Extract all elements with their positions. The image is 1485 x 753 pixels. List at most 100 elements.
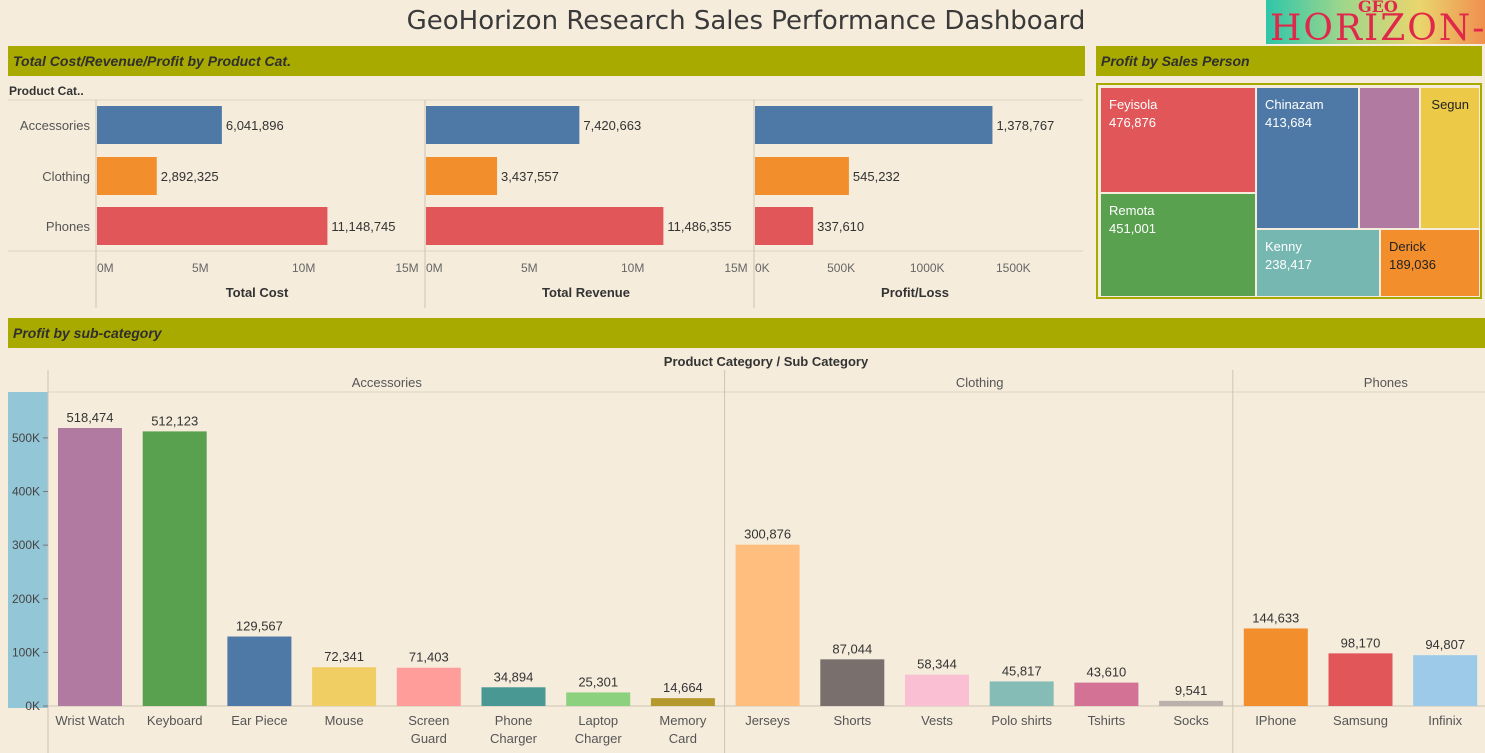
salesperson-panel-header: Profit by Sales Person <box>1096 46 1482 76</box>
bar-memory-card[interactable] <box>650 698 715 706</box>
x-label-memory-card: Memory <box>659 713 706 728</box>
tick-total-cost-15m: 15M <box>395 261 418 275</box>
subcategory-chart-title: Product Category / Sub Category <box>664 354 869 369</box>
treemap-cell-derick[interactable]: Derick 189,036 <box>1380 229 1480 297</box>
treemap-cell-chinazam[interactable]: Chinazam 413,684 <box>1256 87 1359 229</box>
bar-keyboard[interactable] <box>142 431 207 706</box>
category-panel-header: Total Cost/Revenue/Profit by Product Cat… <box>8 46 1085 76</box>
treemap-cell-remota[interactable]: Remota 451,001 <box>1100 193 1256 297</box>
bar-samsung[interactable] <box>1328 653 1393 706</box>
bar-total-revenue-accessories[interactable] <box>426 106 580 144</box>
geohorizon-logo: GEO HORIZON-R <box>1266 0 1485 44</box>
bar-wrist-watch[interactable] <box>58 427 122 706</box>
bar-laptop-charger[interactable] <box>566 692 631 706</box>
bar-value-phone-charger: 34,894 <box>494 669 534 684</box>
bar-label-total-cost-clothing: 2,892,325 <box>161 169 219 184</box>
axis-title-total-cost: Total Cost <box>226 285 289 300</box>
group-label-clothing: Clothing <box>956 375 1004 390</box>
dashboard-title: GeoHorizon Research Sales Performance Da… <box>406 6 1086 36</box>
axis-title-total-revenue: Total Revenue <box>542 285 630 300</box>
tick-total-cost-5m: 5M <box>192 261 209 275</box>
bar-value-tshirts: 43,610 <box>1087 665 1127 680</box>
category-row-label-phones: Phones <box>46 219 91 234</box>
bar-phone-charger[interactable] <box>481 687 546 706</box>
treemap-value-derick: 189,036 <box>1389 257 1436 272</box>
bar-mouse[interactable] <box>312 667 377 706</box>
bar-infinix[interactable] <box>1413 655 1478 706</box>
y-tick-500k: 500K <box>12 431 40 445</box>
category-panel-title: Total Cost/Revenue/Profit by Product Cat… <box>13 53 291 69</box>
bar-ear-piece[interactable] <box>227 636 292 706</box>
treemap-cell-feyisola[interactable]: Feyisola 476,876 <box>1100 87 1256 193</box>
treemap-value-chinazam: 413,684 <box>1265 115 1312 130</box>
bar-total-cost-accessories[interactable] <box>97 106 222 144</box>
bar-value-mouse: 72,341 <box>324 649 364 664</box>
bar-label-total-revenue-clothing: 3,437,557 <box>501 169 559 184</box>
bar-label-total-revenue-accessories: 7,420,663 <box>583 118 641 133</box>
x-label-keyboard: Keyboard <box>147 713 203 728</box>
bar-value-jerseys: 300,876 <box>744 527 791 542</box>
bar-profit-loss-phones[interactable] <box>755 207 814 245</box>
x-label-ear-piece: Ear Piece <box>231 713 287 728</box>
group-label-phones: Phones <box>1364 375 1409 390</box>
bar-value-polo-shirts: 45,817 <box>1002 663 1042 678</box>
x-label-tshirts: Tshirts <box>1088 713 1126 728</box>
bar-jerseys[interactable] <box>735 544 800 706</box>
bar-label-profit-loss-accessories: 1,378,767 <box>996 118 1054 133</box>
x-label-laptop-charger: Laptop <box>578 713 618 728</box>
bar-label-profit-loss-phones: 337,610 <box>817 219 864 234</box>
tick-profit-loss-0k: 0K <box>755 261 770 275</box>
tick-total-cost-0m: 0M <box>97 261 114 275</box>
treemap-cell-unlabeled[interactable] <box>1359 87 1420 229</box>
bar-value-keyboard: 512,123 <box>151 413 198 428</box>
bar-total-cost-clothing[interactable] <box>97 157 157 195</box>
bar-value-iphone: 144,633 <box>1252 610 1299 625</box>
bar-value-shorts: 87,044 <box>832 641 872 656</box>
bar-socks[interactable] <box>1159 700 1224 706</box>
subcategory-panel-title: Profit by sub-category <box>13 325 162 341</box>
x-label-mouse: Mouse <box>325 713 364 728</box>
axis-title-profit-loss: Profit/Loss <box>881 285 949 300</box>
bar-total-cost-phones[interactable] <box>97 207 328 245</box>
bar-value-vests: 58,344 <box>917 657 957 672</box>
bar-label-total-revenue-phones: 11,486,355 <box>667 219 731 234</box>
x-label-socks: Socks <box>1173 713 1209 728</box>
treemap-name-feyisola: Feyisola <box>1109 97 1158 112</box>
treemap-name-chinazam: Chinazam <box>1265 97 1324 112</box>
treemap-name-segun: Segun <box>1431 97 1469 112</box>
treemap-name-derick: Derick <box>1389 239 1426 254</box>
treemap-value-feyisola: 476,876 <box>1109 115 1156 130</box>
bar-value-laptop-charger: 25,301 <box>578 674 618 689</box>
treemap-value-kenny: 238,417 <box>1265 257 1312 272</box>
bar-value-screen-guard: 71,403 <box>409 650 449 665</box>
bar-polo-shirts[interactable] <box>989 681 1054 706</box>
bar-profit-loss-clothing[interactable] <box>755 157 849 195</box>
y-axis-band <box>8 392 48 708</box>
tick-total-revenue-5m: 5M <box>521 261 538 275</box>
bar-total-revenue-clothing[interactable] <box>426 157 498 195</box>
bar-value-ear-piece: 129,567 <box>236 619 283 634</box>
x-label-laptop-charger-line2: Charger <box>575 731 623 746</box>
bar-label-profit-loss-clothing: 545,232 <box>853 169 900 184</box>
tick-profit-loss-500k: 500K <box>827 261 855 275</box>
bar-total-revenue-phones[interactable] <box>426 207 664 245</box>
y-tick-300k: 300K <box>12 538 40 552</box>
tick-total-revenue-0m: 0M <box>426 261 443 275</box>
treemap-cell-kenny[interactable]: Kenny 238,417 <box>1256 229 1380 297</box>
y-tick-100k: 100K <box>12 645 40 659</box>
bar-iphone[interactable] <box>1243 628 1308 706</box>
bar-tshirts[interactable] <box>1074 682 1139 706</box>
bar-profit-loss-accessories[interactable] <box>755 106 993 144</box>
tick-profit-loss-1000k: 1000K <box>910 261 945 275</box>
bar-value-infinix: 94,807 <box>1425 637 1465 652</box>
treemap-value-remota: 451,001 <box>1109 221 1156 236</box>
treemap-name-remota: Remota <box>1109 203 1155 218</box>
treemap-cell-segun[interactable]: Segun <box>1420 87 1480 229</box>
x-label-polo-shirts: Polo shirts <box>991 713 1052 728</box>
bar-shorts[interactable] <box>820 659 885 706</box>
bar-screen-guard[interactable] <box>396 667 461 706</box>
category-row-label-clothing: Clothing <box>42 169 90 184</box>
bar-vests[interactable] <box>905 674 969 706</box>
x-label-screen-guard: Screen <box>408 713 449 728</box>
subcategory-bar-chart: Product Category / Sub Category 0K 100K 200… <box>8 354 1485 753</box>
